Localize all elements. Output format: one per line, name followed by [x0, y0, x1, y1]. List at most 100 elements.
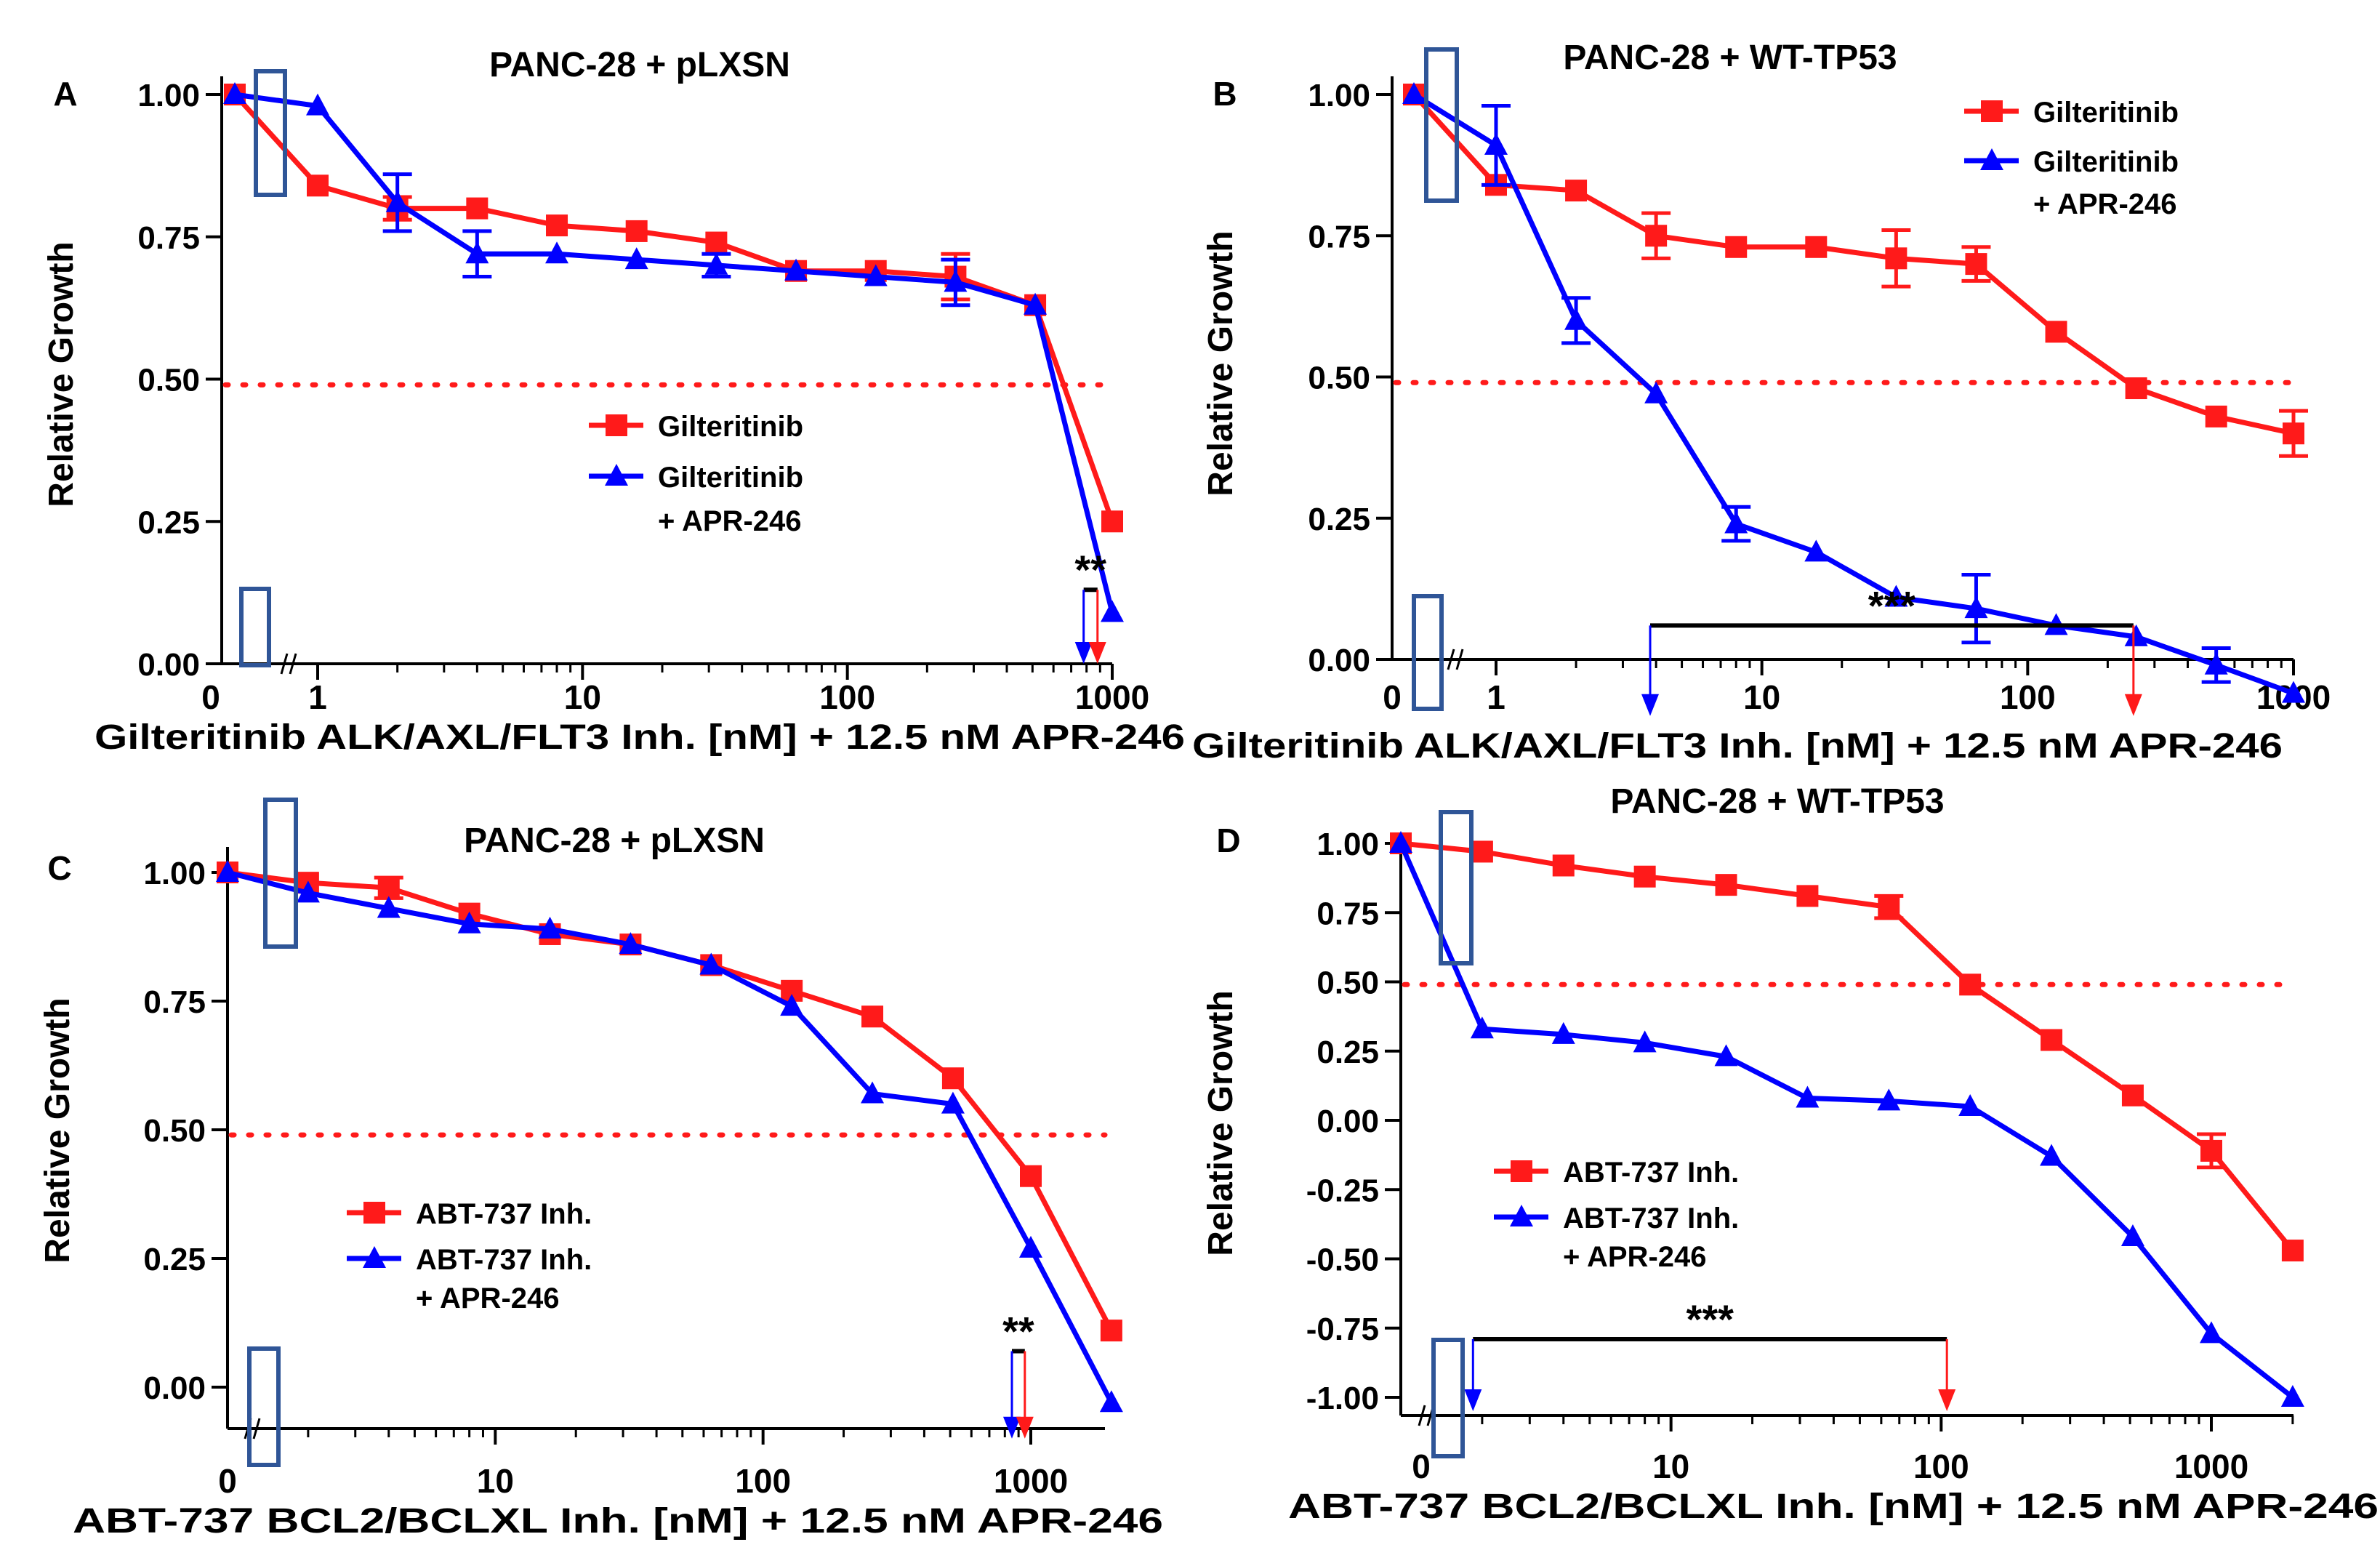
x-tick-label: 100	[819, 678, 875, 716]
y-tick-label: 0.00	[143, 1370, 206, 1406]
data-point-square	[861, 1005, 884, 1028]
data-point-triangle	[223, 82, 246, 104]
data-point-triangle	[2120, 1224, 2144, 1247]
data-point-triangle	[941, 1091, 965, 1114]
legend-entry: Gilteritinib	[2033, 97, 2179, 129]
legend-entry: + APR-246	[1563, 1241, 1707, 1273]
legend-marker-triangle	[605, 464, 628, 486]
highlight-frame	[239, 587, 271, 667]
data-point-triangle	[296, 880, 320, 903]
panel-b: 0.000.250.500.751.0011010010000***Gilter…	[1192, 39, 2331, 766]
y-tick-label: 0.00	[137, 647, 200, 683]
data-point-triangle	[1564, 308, 1588, 330]
data-point-square	[1965, 253, 1987, 276]
legend-entry: + APR-246	[658, 505, 802, 537]
y-axis-label: Relative Growth	[39, 997, 77, 1263]
data-point-triangle	[1019, 1235, 1042, 1258]
data-point-square	[1878, 896, 1900, 918]
x-axis-label: Gilteritinib ALK/AXL/FLT3 Inh. [nM] + 12…	[95, 718, 1185, 757]
data-point-triangle	[1804, 539, 1828, 562]
axis-break-mark	[1418, 1405, 1426, 1426]
y-tick-label: -1.00	[1306, 1381, 1379, 1416]
data-point-square	[625, 220, 648, 242]
data-point-triangle	[624, 247, 648, 270]
data-point-triangle	[377, 896, 401, 918]
data-point-square	[1885, 247, 1907, 270]
y-tick-label: 1.00	[143, 856, 206, 891]
data-point-triangle	[699, 952, 723, 975]
series-line-red	[1400, 840, 2295, 1253]
y-axis-label: Relative Growth	[1202, 990, 1240, 1256]
data-point-square	[2041, 1029, 2063, 1051]
y-tick-label: 0.25	[143, 1242, 206, 1277]
series-line-blue	[234, 92, 1115, 614]
legend-marker-square	[606, 414, 627, 436]
data-point-square	[1959, 973, 1982, 996]
data-point-triangle	[1389, 831, 1412, 853]
x-tick-label: 100	[735, 1462, 791, 1500]
axis-break-mark	[289, 653, 297, 675]
y-tick-label: 1.00	[137, 78, 200, 113]
y-tick-label: 0.50	[143, 1113, 206, 1149]
x-zero-label: 0	[1412, 1447, 1431, 1485]
legend-entry: ABT-737 Inh.	[416, 1244, 592, 1276]
data-point-triangle	[861, 1081, 885, 1104]
highlight-frame	[1424, 47, 1459, 203]
data-point-triangle	[2204, 652, 2228, 675]
data-point-square	[307, 174, 329, 197]
data-point-triangle	[2124, 624, 2148, 646]
data-point-square	[1471, 840, 1493, 863]
y-tick-label: 0.25	[1308, 502, 1370, 537]
panel-label: A	[53, 75, 77, 113]
x-tick-label: 1	[1487, 678, 1505, 716]
highlight-frame	[1412, 594, 1444, 711]
x-tick-label: 100	[2000, 678, 2056, 716]
significance-label: ***	[1868, 582, 1916, 628]
legend-entry: Gilteritinib	[658, 411, 803, 443]
data-point-triangle	[1796, 1085, 1820, 1108]
highlight-frame	[1439, 810, 1474, 965]
data-point-square	[1552, 854, 1575, 877]
data-point-triangle	[1633, 1030, 1657, 1053]
data-point-triangle	[619, 932, 643, 955]
legend-entry: + APR-246	[416, 1282, 560, 1314]
axis-break-mark	[1447, 649, 1455, 670]
panel-d: -1.00 -0.75 -0.50 -0.25 0.00 0.25 0.50 0.75 1.00…	[1202, 782, 2379, 1526]
data-point-square	[377, 877, 400, 899]
legend-entry: + APR-246	[2033, 188, 2177, 220]
x-zero-label: 0	[1383, 678, 1402, 716]
y-tick-label: 0.75	[1308, 219, 1370, 254]
y-axis-label: Relative Growth	[1202, 230, 1240, 496]
x-zero-label: 0	[218, 1462, 237, 1500]
panel-label: B	[1213, 75, 1237, 113]
data-point-triangle	[385, 190, 409, 212]
legend-marker-triangle	[1510, 1205, 1533, 1226]
arrow-blue-head	[1641, 694, 1660, 716]
data-point-triangle	[1884, 585, 1908, 607]
y-tick-label: 0.25	[1316, 1035, 1379, 1070]
data-point-square	[1645, 225, 1668, 247]
data-point-triangle	[2040, 1144, 2064, 1166]
data-point-triangle	[1402, 82, 1426, 104]
y-tick-label: 0.50	[137, 363, 200, 398]
arrow-red-head	[1016, 1416, 1034, 1439]
data-point-square	[2045, 321, 2067, 343]
data-point-square	[1796, 885, 1819, 907]
arrow-red-head	[1938, 1389, 1956, 1412]
data-point-square	[1020, 1165, 1042, 1187]
data-point-triangle	[1024, 292, 1048, 315]
x-zero-label: 0	[201, 678, 220, 716]
significance-label: **	[1074, 547, 1106, 593]
data-point-triangle	[1644, 381, 1668, 403]
data-point-square	[1565, 180, 1588, 202]
data-point-square	[2121, 1084, 2144, 1107]
y-axis-label: Relative Growth	[42, 241, 81, 507]
series-line-red	[1412, 92, 2294, 436]
arrow-blue-head	[1074, 642, 1093, 664]
data-point-triangle	[1964, 596, 1988, 619]
data-point-triangle	[538, 916, 562, 939]
legend-entry: Gilteritinib	[2033, 146, 2179, 178]
panel-title: PANC-28 + pLXSN	[489, 46, 790, 84]
data-point-square	[1101, 510, 1123, 533]
y-tick-label: 0.75	[1316, 896, 1379, 931]
